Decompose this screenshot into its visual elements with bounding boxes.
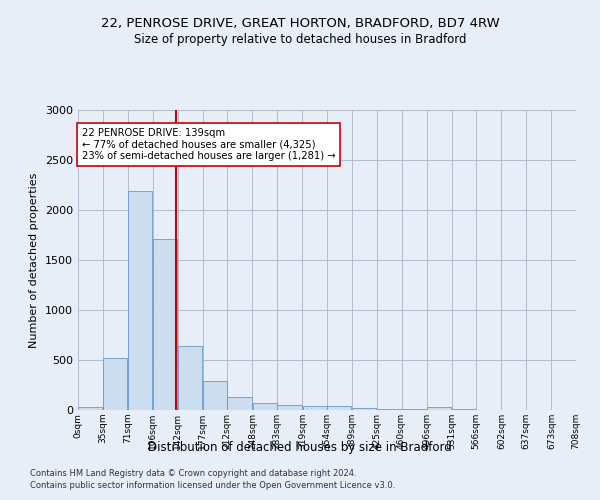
Text: Distribution of detached houses by size in Bradford: Distribution of detached houses by size … <box>148 441 452 454</box>
Bar <box>427 407 451 410</box>
Bar <box>377 408 401 410</box>
Bar <box>253 402 277 410</box>
Y-axis label: Number of detached properties: Number of detached properties <box>29 172 40 348</box>
Bar <box>277 405 302 410</box>
Text: Contains public sector information licensed under the Open Government Licence v3: Contains public sector information licen… <box>30 481 395 490</box>
Bar <box>78 407 103 410</box>
Bar <box>402 409 426 410</box>
Bar <box>103 358 127 410</box>
Bar <box>302 406 327 410</box>
Bar <box>153 239 177 410</box>
Bar <box>327 406 352 410</box>
Text: Contains HM Land Registry data © Crown copyright and database right 2024.: Contains HM Land Registry data © Crown c… <box>30 468 356 477</box>
Bar <box>203 381 227 410</box>
Bar <box>352 408 376 410</box>
Bar <box>452 409 476 410</box>
Text: 22, PENROSE DRIVE, GREAT HORTON, BRADFORD, BD7 4RW: 22, PENROSE DRIVE, GREAT HORTON, BRADFOR… <box>101 18 499 30</box>
Bar <box>178 346 202 410</box>
Text: Size of property relative to detached houses in Bradford: Size of property relative to detached ho… <box>134 32 466 46</box>
Text: 22 PENROSE DRIVE: 139sqm
← 77% of detached houses are smaller (4,325)
23% of sem: 22 PENROSE DRIVE: 139sqm ← 77% of detach… <box>82 128 335 161</box>
Bar <box>227 397 251 410</box>
Bar <box>128 191 152 410</box>
